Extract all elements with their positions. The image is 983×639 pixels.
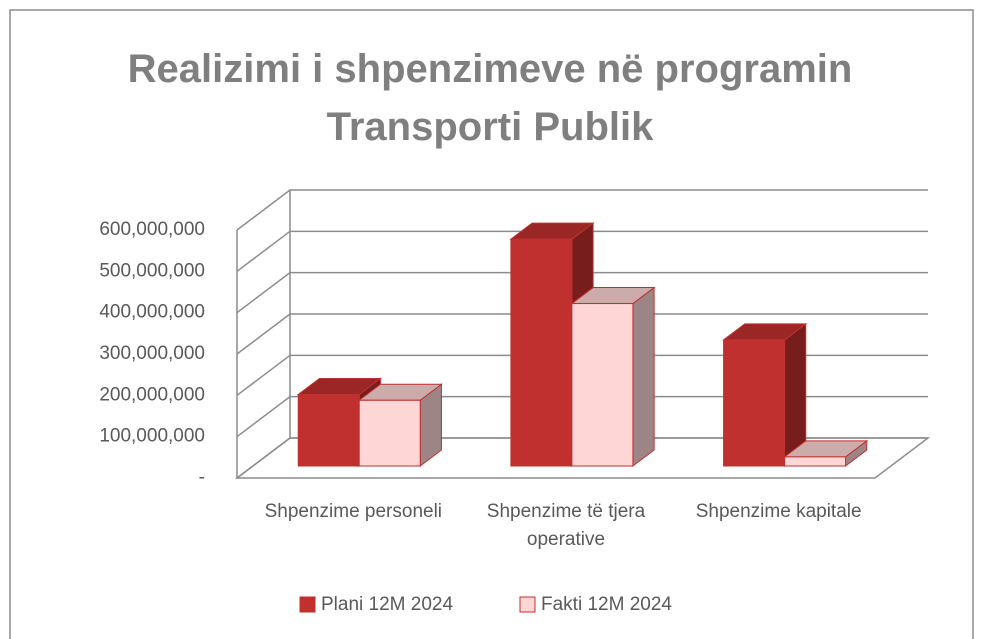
bar-side: [632, 286, 655, 468]
x-tick-label: Shpenzime personeli: [264, 501, 443, 522]
legend-label: Fakti 12M 2024: [541, 594, 672, 615]
chart-title: Realizimi i shpenzimeve në programin Tra…: [127, 47, 853, 149]
chart-border: [9, 9, 974, 639]
bar-front: [723, 339, 786, 467]
y-tick-label: 100,000,000: [99, 426, 205, 447]
y-tick-label: 400,000,000: [99, 302, 205, 323]
bar: [783, 439, 869, 468]
bar-front: [297, 393, 360, 467]
bar-front: [784, 456, 847, 467]
legend-swatch: [299, 596, 316, 613]
grid-line: [236, 189, 928, 231]
bar-front: [358, 399, 421, 467]
y-tick-label: 300,000,000: [99, 343, 205, 364]
grid-line: [236, 395, 928, 438]
grid-line: [236, 313, 928, 355]
bar: [357, 383, 443, 468]
bar: [722, 322, 808, 468]
grid-line: [236, 354, 928, 396]
bar-front: [571, 303, 634, 467]
grid-line: [236, 437, 928, 479]
x-tick-label: Shpenzime të tjera operative: [486, 501, 646, 550]
y-tick-label: 500,000,000: [99, 260, 205, 281]
legend-swatch: [519, 596, 536, 613]
bar: [570, 286, 656, 468]
bar-front: [510, 238, 573, 467]
y-tick-label: -: [199, 467, 205, 488]
grid-line: [236, 230, 928, 272]
y-tick-label: 200,000,000: [99, 384, 205, 405]
y-tick-label: 600,000,000: [99, 219, 205, 240]
grid-line: [236, 271, 928, 314]
x-tick-label: Shpenzime kapitale: [695, 501, 862, 522]
legend-label: Plani 12M 2024: [321, 594, 453, 615]
